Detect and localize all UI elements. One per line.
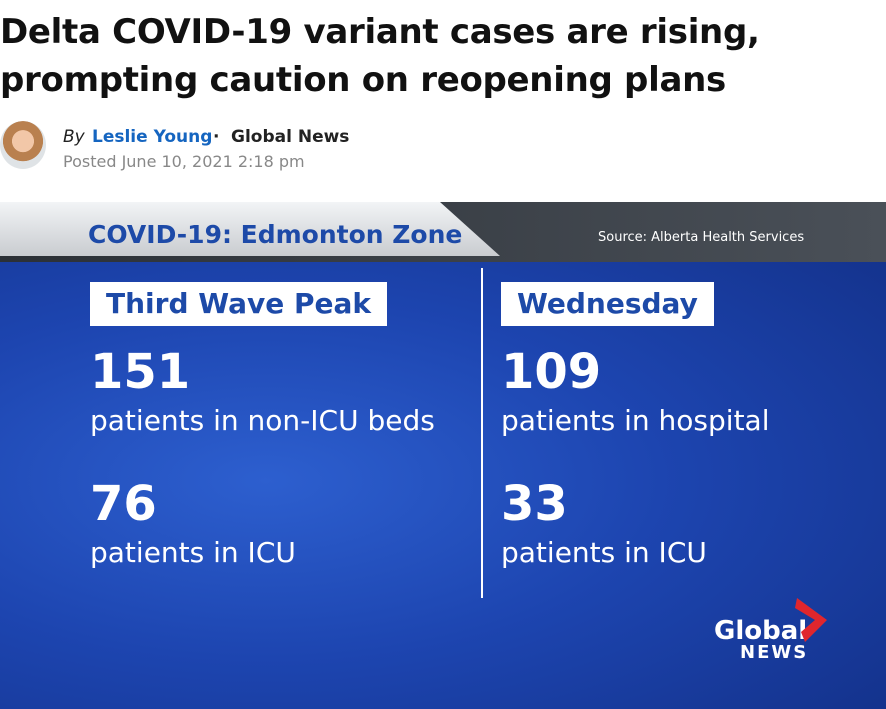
- graphic-title: COVID-19: Edmonton Zone: [88, 220, 463, 249]
- stat-label: patients in ICU: [501, 536, 707, 569]
- title-band: [0, 202, 500, 256]
- divider: [481, 268, 483, 598]
- source: Source: Alberta Health Services: [598, 230, 805, 245]
- column-heading: Third Wave Peak: [90, 282, 388, 326]
- logo-text: NEWS: [740, 642, 809, 663]
- stat-value: 151: [90, 344, 191, 400]
- author-avatar[interactable]: [0, 121, 46, 169]
- separator: ·: [213, 127, 220, 147]
- stat-value: 76: [90, 476, 157, 532]
- headline: Delta COVID-19 variant cases are rising,…: [0, 12, 760, 100]
- stat-label: patients in non-ICU beds: [90, 404, 435, 437]
- posted-date: Posted June 10, 2021 2:18 pm: [63, 152, 305, 171]
- chevron: [795, 598, 827, 642]
- stat-label: patients in ICU: [90, 536, 296, 569]
- byline-by: By: [63, 127, 85, 147]
- column-heading: Wednesday: [501, 282, 714, 326]
- logo-chevron: [795, 598, 827, 642]
- infographic: COVID-19: Edmonton Zone Source: Alberta …: [0, 202, 886, 709]
- outlet: Global News: [231, 127, 350, 147]
- stat-value: 33: [501, 476, 568, 532]
- stat-label: patients in hospital: [501, 404, 770, 437]
- logo-text: Global: [714, 616, 808, 646]
- author-link[interactable]: Leslie Young: [92, 127, 213, 147]
- stat-value: 109: [501, 344, 602, 400]
